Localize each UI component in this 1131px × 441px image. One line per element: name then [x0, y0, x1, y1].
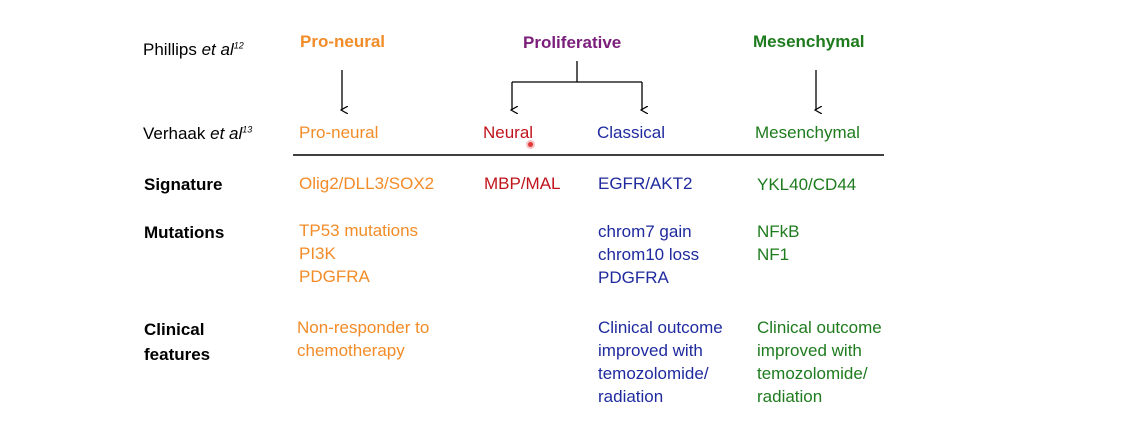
- clinical-line: radiation: [598, 387, 664, 406]
- mouse-pointer-indicator: [526, 140, 535, 149]
- mutation-item: NF1: [757, 245, 790, 264]
- clinical-line: Non-responder to: [297, 318, 430, 337]
- clinical-line: temozolomide/: [598, 364, 709, 383]
- clinical-proneural: Non-responder to chemotherapy: [297, 316, 429, 362]
- verhaak-neural: Neural: [483, 123, 534, 142]
- mutations-mesenchymal: NFkB NF1: [757, 220, 800, 266]
- row-label-clinical: Clinical: [144, 320, 205, 339]
- clinical-mesenchymal: Clinical outcome improved with temozolom…: [757, 316, 882, 408]
- signature-classical: EGFR/AKT2: [598, 174, 693, 193]
- clinical-line: radiation: [757, 387, 823, 406]
- verhaak-classical: Classical: [597, 123, 666, 142]
- verhaak-mesenchymal: Mesenchymal: [755, 123, 860, 142]
- mutations-proneural: TP53 mutations PI3K PDGFRA: [299, 219, 418, 288]
- mutation-item: chrom10 loss: [598, 245, 700, 264]
- mutation-item: PI3K: [299, 244, 336, 263]
- mutations-classical: chrom7 gain chrom10 loss PDGFRA: [598, 220, 699, 289]
- clinical-line: Clinical outcome: [598, 318, 723, 337]
- phillips-proliferative: Proliferative: [523, 33, 622, 52]
- clinical-classical: Clinical outcome improved with temozolom…: [598, 316, 723, 408]
- clinical-line: improved with: [757, 341, 862, 360]
- proliferative-branch: [512, 61, 642, 83]
- row-label-signature: Signature: [144, 175, 223, 194]
- signature-neural: MBP/MAL: [484, 174, 561, 193]
- row-label-mutations: Mutations: [144, 223, 225, 242]
- phillips-mesenchymal: Mesenchymal: [753, 32, 865, 51]
- signature-mesenchymal: YKL40/CD44: [757, 175, 857, 194]
- verhaak-label: Verhaak et al13: [143, 124, 253, 143]
- mutation-item: chrom7 gain: [598, 222, 692, 241]
- mutation-item: NFkB: [757, 222, 800, 241]
- row-label-features: features: [144, 345, 211, 364]
- mutation-item: TP53 mutations: [299, 221, 419, 240]
- mutation-item: PDGFRA: [598, 268, 669, 287]
- clinical-line: improved with: [598, 341, 703, 360]
- verhaak-proneural: Pro-neural: [299, 123, 379, 142]
- phillips-proneural: Pro-neural: [300, 32, 386, 51]
- clinical-line: temozolomide/: [757, 364, 868, 383]
- clinical-line: Clinical outcome: [757, 318, 882, 337]
- signature-proneural: Olig2/DLL3/SOX2: [299, 174, 435, 193]
- clinical-line: chemotherapy: [297, 341, 405, 360]
- mutation-item: PDGFRA: [299, 267, 370, 286]
- phillips-label: Phillips et al12: [143, 40, 244, 59]
